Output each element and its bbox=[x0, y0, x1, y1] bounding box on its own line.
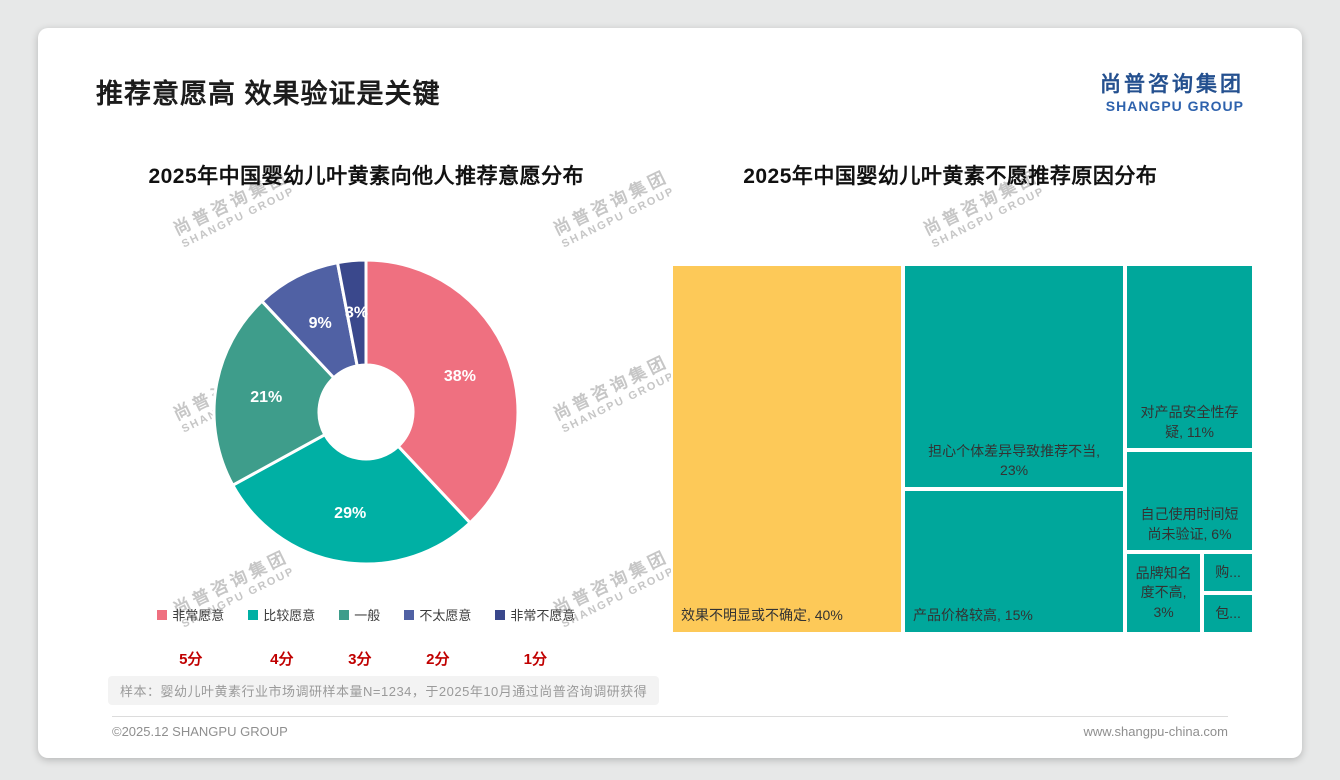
sample-note: 样本：婴幼儿叶黄素行业市场调研样本量N=1234，于2025年10月通过尚普咨询… bbox=[108, 676, 660, 705]
logo-cn-text: 尚普咨询集团 bbox=[1100, 73, 1244, 96]
legend-score: 3分 bbox=[348, 651, 372, 668]
page-title: 推荐意愿高 效果验证是关键 bbox=[96, 79, 441, 109]
treemap-cell-label: 产品价格较高, 15% bbox=[913, 607, 1033, 624]
legend-label: 非常不愿意 bbox=[510, 608, 576, 623]
donut-slice-label: 38% bbox=[444, 368, 476, 385]
donut-slice-非常不愿意 bbox=[336, 258, 368, 368]
treemap-cell-包...: 包... bbox=[1202, 593, 1254, 634]
legend-label: 非常愿意 bbox=[172, 608, 225, 623]
treemap-cell-label: 品牌知名 度不高, 3% bbox=[1135, 564, 1192, 620]
footer-divider bbox=[112, 716, 1228, 717]
treemap-chart: 效果不明显或不确定, 40% 担心个体差异导致推荐不当, 23% 产品价格较高, 1… bbox=[670, 264, 1254, 634]
treemap-cell-label: 效果不明显或不确定, 40% bbox=[680, 607, 843, 624]
donut-slice-label: 9% bbox=[309, 315, 332, 332]
legend-score: 4分 bbox=[270, 651, 294, 668]
legend-swatch bbox=[157, 609, 168, 620]
legend-swatch bbox=[248, 609, 259, 620]
treemap-cell-担心个体差异导致推荐不当: 担心个体差异导致推荐不当, 23% bbox=[903, 264, 1126, 489]
treemap-cell-label: 自己使用时间短 尚未验证, 6% bbox=[1140, 506, 1239, 542]
donut-slice-label: 21% bbox=[251, 389, 283, 406]
donut-legend: 非常愿意 5分 比较愿意 4分 一般 3分 不太愿意 2分 非常不愿意 1分 bbox=[86, 605, 647, 669]
donut-chart: 38% 29% 21% 9% 3% bbox=[212, 258, 520, 566]
legend-item: 非常不愿意 1分 bbox=[495, 605, 575, 669]
donut-slice-label: 3% bbox=[345, 304, 368, 321]
donut-slice-比较愿意 bbox=[231, 433, 472, 566]
treemap-cell-自己使用时间短尚未验证: 自己使用时间短 尚未验证, 6% bbox=[1125, 450, 1254, 553]
legend-item: 比较愿意 4分 bbox=[248, 605, 315, 669]
legend-item: 不太愿意 2分 bbox=[404, 605, 471, 669]
treemap-cell-label: 购... bbox=[1215, 563, 1241, 580]
donut-slice-label: 29% bbox=[334, 505, 366, 522]
charts-area: 2025年中国婴幼儿叶黄素向他人推荐意愿分布 38% 29% 21% 9% 3% 非常愿… bbox=[86, 146, 1254, 669]
legend-score: 2分 bbox=[426, 651, 450, 668]
footer-website[interactable]: www.shangpu-china.com bbox=[1083, 724, 1228, 739]
treemap-cell-产品价格较高: 产品价格较高, 15% bbox=[903, 488, 1126, 634]
legend-label: 不太愿意 bbox=[419, 608, 472, 623]
treemap-cell-品牌知名度不高: 品牌知名 度不高, 3% bbox=[1125, 552, 1203, 634]
company-logo: 尚普咨询集团 SHANGPU GROUP bbox=[1100, 72, 1244, 116]
legend-item: 非常愿意 5分 bbox=[157, 605, 224, 669]
treemap-cell-label: 包... bbox=[1215, 604, 1241, 621]
donut-chart-title: 2025年中国婴幼儿叶黄素向他人推荐意愿分布 bbox=[148, 165, 585, 188]
donut-section: 2025年中国婴幼儿叶黄素向他人推荐意愿分布 38% 29% 21% 9% 3% 非常愿… bbox=[86, 146, 647, 669]
legend-swatch bbox=[404, 609, 415, 620]
treemap-chart-title: 2025年中国婴幼儿叶黄素不愿推荐原因分布 bbox=[743, 165, 1158, 188]
legend-label: 比较愿意 bbox=[263, 608, 316, 623]
treemap-cell-对产品安全性存疑: 对产品安全性存 疑, 11% bbox=[1125, 264, 1254, 451]
treemap-cell-购...: 购... bbox=[1202, 552, 1254, 594]
donut-slice-非常愿意 bbox=[364, 258, 520, 525]
logo-en-text: SHANGPU GROUP bbox=[1105, 98, 1244, 115]
treemap-cell-label: 担心个体差异导致推荐不当, 23% bbox=[928, 442, 1101, 479]
legend-score: 1分 bbox=[523, 651, 547, 668]
legend-score: 5分 bbox=[179, 651, 203, 668]
legend-label: 一般 bbox=[354, 608, 381, 623]
treemap-cell-label: 对产品安全性存 疑, 11% bbox=[1140, 403, 1239, 440]
slide-card: 尚普咨询集团 SHANGPU GROUP 尚普咨询集团 SHANGPU GROUP 尚普… bbox=[38, 28, 1302, 758]
treemap-cell-效果不明显或不确定: 效果不明显或不确定, 40% bbox=[670, 264, 904, 634]
treemap-section: 2025年中国婴幼儿叶黄素不愿推荐原因分布 效果不明显或不确定, 40% 担心个体… bbox=[647, 146, 1254, 669]
footer-copyright: ©2025.12 SHANGPU GROUP bbox=[112, 724, 288, 739]
footer: ©2025.12 SHANGPU GROUP www.shangpu-china… bbox=[112, 724, 1228, 739]
legend-item: 一般 3分 bbox=[339, 605, 380, 669]
header: 推荐意愿高 效果验证是关键 尚普咨询集团 SHANGPU GROUP bbox=[96, 72, 1244, 116]
legend-swatch bbox=[339, 609, 350, 620]
legend-swatch bbox=[495, 609, 506, 620]
